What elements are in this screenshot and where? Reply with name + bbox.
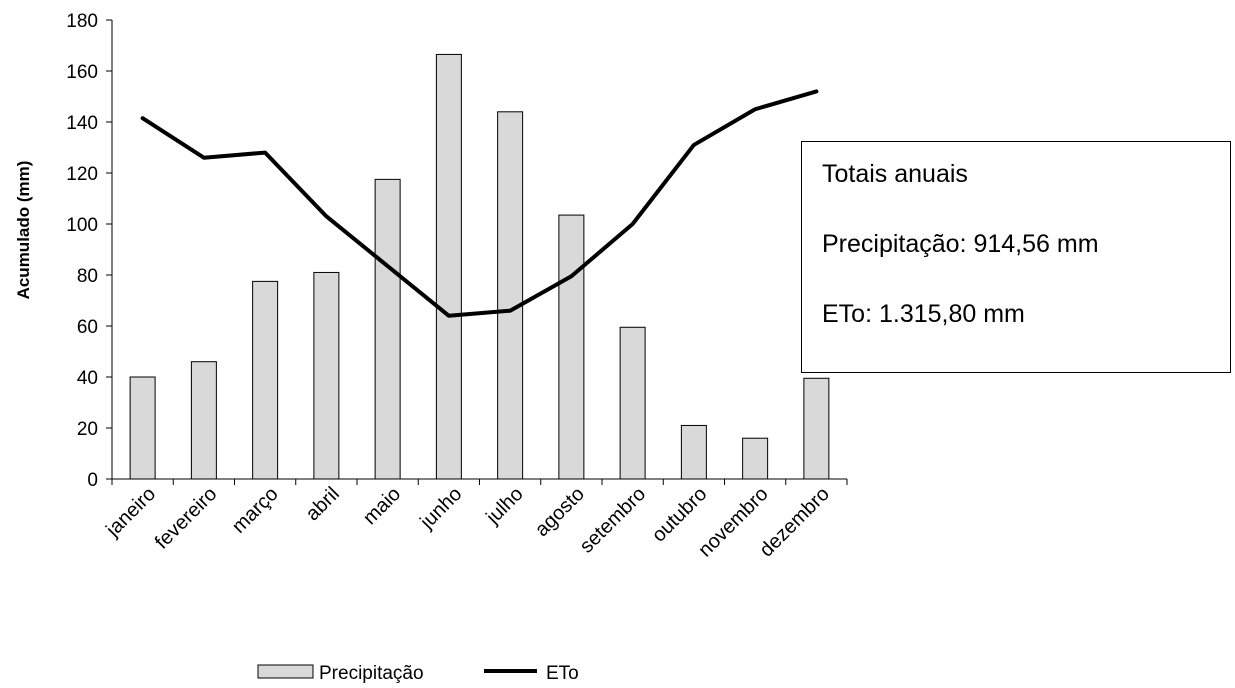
bar-setembro xyxy=(619,326,646,480)
annual-totals-title: Totais anuais xyxy=(822,160,968,188)
x-tick-label-agosto: agosto xyxy=(531,483,589,541)
bar-maio xyxy=(374,178,401,480)
y-tick-label: 100 xyxy=(66,215,98,236)
bar-abril xyxy=(313,271,340,480)
y-tick-label: 60 xyxy=(77,317,98,338)
bar-junho xyxy=(435,53,462,480)
bar-agosto xyxy=(558,214,585,480)
legend-label-eto: ETo xyxy=(546,663,579,684)
annual-precipitation-total: Precipitação: 914,56 mm xyxy=(822,230,1099,258)
y-tick-label: 120 xyxy=(66,164,98,185)
x-tick-label-julho: julho xyxy=(482,483,528,529)
legend: Precipitação ETo xyxy=(257,663,579,684)
x-tick-label-janeiro: janeiro xyxy=(101,483,160,542)
bar-outubro xyxy=(680,424,707,480)
y-axis-label: Acumulado (mm) xyxy=(14,161,33,300)
bar-março xyxy=(252,280,279,480)
x-tick-label-fevereiro: fevereiro xyxy=(151,483,222,554)
axes xyxy=(106,19,848,485)
bar-julho xyxy=(497,111,524,480)
bar-novembro xyxy=(742,437,769,480)
x-tick-label-março: março xyxy=(228,483,283,538)
y-tick-label: 80 xyxy=(77,266,98,287)
legend-label-precipitacao: Precipitação xyxy=(319,663,424,684)
eto-line-layer xyxy=(140,89,819,318)
y-tick-label: 0 xyxy=(87,470,98,491)
x-tick-label-setembro: setembro xyxy=(576,483,651,558)
x-tick-label-junho: junho xyxy=(416,483,467,534)
legend-swatch-precipitacao xyxy=(257,664,314,679)
precipitation-bars xyxy=(129,53,830,480)
y-tick-label: 40 xyxy=(77,368,98,389)
x-tick-label-maio: maio xyxy=(359,483,405,529)
eto-line xyxy=(140,89,819,318)
y-tick-label: 20 xyxy=(77,419,98,440)
y-tick-label: 160 xyxy=(66,62,98,83)
annual-totals-box: Totais anuais Precipitação: 914,56 mm ET… xyxy=(801,141,1231,373)
y-tick-label: 180 xyxy=(66,11,98,32)
y-tick-labels: 0 20 40 60 80 100 120 140 160 180 xyxy=(66,11,98,491)
y-tick-label: 140 xyxy=(66,113,98,134)
bar-dezembro xyxy=(803,377,830,480)
annual-eto-total: ETo: 1.315,80 mm xyxy=(822,300,1025,328)
bar-fevereiro xyxy=(190,361,217,480)
x-tick-label-abril: abril xyxy=(302,483,344,525)
bar-janeiro xyxy=(129,376,156,480)
